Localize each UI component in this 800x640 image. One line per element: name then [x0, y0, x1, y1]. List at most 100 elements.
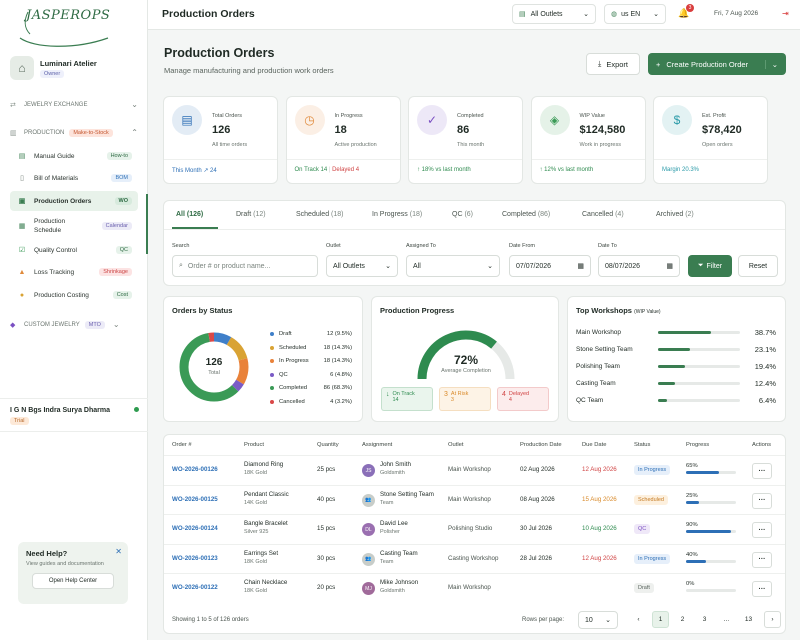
workshop-percent: 6.4%: [758, 395, 776, 405]
product-name: Bangle Bracelet: [244, 520, 288, 528]
row-actions-button[interactable]: ···: [752, 551, 772, 568]
rows-per-page-select[interactable]: 10 ⌄: [578, 611, 618, 629]
outlet-selector[interactable]: ▤ All Outlets ⌄: [512, 4, 596, 24]
reset-button[interactable]: Reset: [738, 255, 778, 277]
tab-archived[interactable]: Archived (2): [656, 211, 694, 218]
nav-tag: QC: [115, 246, 132, 254]
order-number-link[interactable]: WO-2026-00123: [172, 554, 218, 562]
next-page-icon[interactable]: ›: [764, 611, 781, 628]
assignee-cell: Stone Setting Team Team: [380, 491, 434, 506]
tab-label: Archived: [656, 211, 684, 218]
filter-button[interactable]: ⏷ Filter: [688, 255, 732, 277]
row-actions-button[interactable]: ···: [752, 581, 772, 598]
page-13[interactable]: 13: [744, 616, 753, 623]
sidebar-item-production-orders[interactable]: ▣ Production Orders WO: [10, 191, 138, 211]
donut-slice-in-progress: [179, 332, 249, 402]
sidebar-item-manual-guide[interactable]: ▤ Manual Guide How-to: [10, 146, 138, 166]
user-profile[interactable]: I G N Bgs Indra Surya Dharma Trial: [0, 398, 148, 432]
assignee-name: David Lee: [380, 520, 408, 528]
logo-text: JASPEROPS: [26, 8, 111, 23]
tab-draft[interactable]: Draft (12): [236, 211, 266, 218]
page-1[interactable]: 1: [652, 611, 669, 628]
assigned-select[interactable]: All ⌄: [406, 255, 500, 277]
section-jewelry-exchange[interactable]: ⇄ JEWELRY EXCHANGE ⌄: [10, 100, 138, 109]
avatar: DL: [362, 523, 375, 537]
order-number-link[interactable]: WO-2026-00122: [172, 584, 218, 592]
workshop-bar-fill: [658, 330, 712, 334]
tab-all[interactable]: All (126): [176, 211, 203, 218]
store-switcher[interactable]: ⌂ Luminari Atelier Owner: [10, 56, 97, 80]
outlet: Main Workshop: [448, 584, 491, 592]
outlet-select[interactable]: All Outlets ⌄: [326, 255, 398, 277]
tab-cancelled[interactable]: Cancelled (4): [582, 211, 624, 218]
row-actions-button[interactable]: ···: [752, 492, 772, 509]
column-header: Status: [634, 442, 651, 448]
order-number-link[interactable]: WO-2026-00125: [172, 495, 218, 503]
column-header: Quantity: [317, 442, 339, 448]
tab-count: (18): [331, 211, 344, 218]
prev-page-icon[interactable]: ‹: [637, 616, 640, 623]
stat-value: 18: [334, 124, 347, 136]
bell-icon[interactable]: 🔔: [678, 8, 690, 18]
progress-bar: [686, 500, 736, 504]
logout-icon[interactable]: ⇥: [782, 9, 789, 18]
create-production-order-button[interactable]: + Create Production Order ⌄: [648, 53, 786, 75]
row-actions-button[interactable]: ···: [752, 522, 772, 539]
check-circle-icon: ✓: [417, 105, 447, 135]
legend-dot: [270, 332, 274, 336]
progress-box-value: 3: [450, 397, 454, 403]
assignee-name: John Smith: [380, 461, 411, 468]
sidebar-item-bill-of-materials[interactable]: ▯ Bill of Materials BOM: [10, 168, 138, 188]
table-row: WO-2026-00126 Diamond Ring 18K Gold 25 pcs J…: [164, 455, 785, 485]
export-button[interactable]: ⤓ Export: [586, 53, 640, 75]
production-date: 02 Aug 2026: [520, 466, 555, 473]
workshop-bar-fill: [658, 381, 676, 385]
progress-bar-fill: [686, 500, 699, 504]
tab-scheduled[interactable]: Scheduled (18): [296, 211, 344, 218]
card-title-sub: (WIP Value): [634, 309, 661, 315]
progress-box-delayed: 4 Delayed 4: [497, 387, 549, 411]
assigned-label: Assigned To: [406, 243, 436, 249]
order-number-link[interactable]: WO-2026-00124: [172, 525, 218, 533]
coin-icon: ●: [19, 291, 25, 299]
status-donut-chart: [179, 332, 249, 402]
stat-label: WIP Value: [579, 113, 605, 119]
logo-swoosh-icon: [19, 11, 109, 47]
chevron-down-icon: ⌄: [487, 263, 493, 270]
store-icon: ▤: [519, 11, 526, 18]
row-actions-button[interactable]: ···: [752, 463, 772, 479]
sidebar-item-production-costing[interactable]: ● Production Costing Cost: [10, 285, 138, 305]
page-2[interactable]: 2: [680, 616, 685, 623]
section-production[interactable]: ▥ PRODUCTION Make-to-Stock ⌃: [10, 128, 138, 137]
sidebar-item-quality-control[interactable]: ☑ Quality Control QC: [10, 240, 138, 260]
close-icon[interactable]: ✕: [115, 547, 122, 556]
progress-box-text: Delayed 4: [509, 391, 529, 407]
donut-total-label: Total: [208, 370, 220, 376]
progress-bar: [686, 589, 736, 593]
product-cell: Diamond Ring 18K Gold: [244, 461, 283, 476]
date-to-input[interactable]: 08/07/2026 ▦: [598, 255, 680, 277]
date-from-input[interactable]: 07/07/2026 ▦: [509, 255, 591, 277]
tab-qc[interactable]: QC (6): [452, 211, 473, 218]
locale-selector[interactable]: ◍ us EN ⌄: [604, 4, 666, 24]
nav-tag: Cost: [112, 291, 132, 299]
sidebar-item-production-schedule[interactable]: ▦ Production Schedule Calendar: [10, 215, 138, 237]
legend-value: 6 (4.8%): [330, 371, 352, 378]
sidebar-item-loss-tracking[interactable]: ▲ Loss Tracking Shrinkage: [10, 262, 138, 282]
production-progress-card: Production Progress 72% Average Completi…: [371, 296, 559, 422]
open-help-center-button[interactable]: Open Help Center: [32, 573, 114, 589]
showing-text: Showing 1 to 5 of 126 orders: [172, 617, 249, 623]
nav-label: Quality Control: [34, 246, 77, 254]
chevron-down-icon[interactable]: ⌄: [764, 59, 778, 69]
workshop-bar-fill: [658, 347, 690, 351]
search-input[interactable]: ⌕ Order # or product name...: [172, 255, 318, 277]
page-3[interactable]: 3: [702, 616, 707, 623]
tab-in-progress[interactable]: In Progress (18): [372, 211, 422, 218]
chevron-down-icon: ⌄: [131, 100, 138, 109]
tab-completed[interactable]: Completed (86): [502, 211, 550, 218]
tab-label: All: [176, 211, 185, 218]
book-icon: ▤: [18, 153, 26, 160]
order-number-link[interactable]: WO-2026-00126: [172, 466, 218, 473]
date-to-label: Date To: [598, 243, 617, 249]
section-custom-jewelry[interactable]: ◆ CUSTOM JEWELRY MTO ⌄: [10, 320, 138, 329]
